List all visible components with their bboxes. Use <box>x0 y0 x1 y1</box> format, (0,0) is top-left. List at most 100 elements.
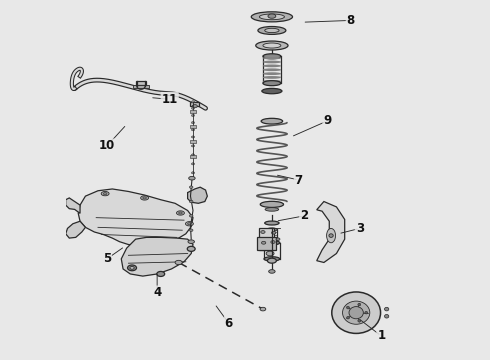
Ellipse shape <box>192 114 195 117</box>
Ellipse shape <box>264 240 280 245</box>
Ellipse shape <box>192 145 195 147</box>
Ellipse shape <box>346 316 349 319</box>
Ellipse shape <box>192 136 195 138</box>
Ellipse shape <box>263 76 281 79</box>
Ellipse shape <box>188 240 195 243</box>
Bar <box>191 140 196 143</box>
Ellipse shape <box>329 234 333 237</box>
Ellipse shape <box>190 186 193 188</box>
Ellipse shape <box>263 57 281 59</box>
Text: 6: 6 <box>225 317 233 330</box>
Ellipse shape <box>189 176 195 180</box>
Bar <box>191 111 196 113</box>
Ellipse shape <box>175 260 182 265</box>
Ellipse shape <box>176 211 184 215</box>
Ellipse shape <box>259 14 285 20</box>
Ellipse shape <box>192 129 195 131</box>
Ellipse shape <box>264 257 280 261</box>
Ellipse shape <box>192 104 197 108</box>
Ellipse shape <box>262 88 282 94</box>
Ellipse shape <box>179 212 182 214</box>
Ellipse shape <box>326 228 336 243</box>
Ellipse shape <box>365 311 368 314</box>
Ellipse shape <box>266 251 274 256</box>
Polygon shape <box>317 202 344 262</box>
Text: 7: 7 <box>294 174 303 186</box>
Polygon shape <box>66 221 85 238</box>
Ellipse shape <box>192 172 195 174</box>
Ellipse shape <box>276 238 280 240</box>
Ellipse shape <box>271 231 276 234</box>
Ellipse shape <box>260 201 284 207</box>
Bar <box>191 125 196 128</box>
Ellipse shape <box>192 163 195 165</box>
Ellipse shape <box>263 54 281 59</box>
Ellipse shape <box>358 320 361 322</box>
Ellipse shape <box>385 315 389 318</box>
Bar <box>136 81 147 85</box>
Text: 8: 8 <box>346 14 355 27</box>
Ellipse shape <box>268 258 276 263</box>
Polygon shape <box>78 189 193 245</box>
Text: 9: 9 <box>323 114 332 127</box>
Ellipse shape <box>349 307 364 319</box>
Bar <box>257 237 276 250</box>
Ellipse shape <box>346 306 349 309</box>
Ellipse shape <box>143 197 147 199</box>
Ellipse shape <box>188 223 191 225</box>
Ellipse shape <box>192 122 195 124</box>
Ellipse shape <box>262 241 266 244</box>
Ellipse shape <box>263 68 281 71</box>
Ellipse shape <box>101 192 109 196</box>
Polygon shape <box>188 187 207 203</box>
Ellipse shape <box>261 118 283 124</box>
Bar <box>133 85 148 88</box>
Ellipse shape <box>263 43 281 48</box>
Ellipse shape <box>269 270 275 273</box>
Ellipse shape <box>343 301 370 324</box>
Ellipse shape <box>190 229 193 231</box>
Ellipse shape <box>267 228 277 231</box>
Ellipse shape <box>261 230 265 233</box>
Ellipse shape <box>263 72 281 75</box>
Ellipse shape <box>130 266 134 269</box>
Text: 1: 1 <box>377 329 385 342</box>
Text: 4: 4 <box>153 287 161 300</box>
Ellipse shape <box>190 215 193 217</box>
Ellipse shape <box>385 307 389 311</box>
Text: 10: 10 <box>99 139 115 152</box>
Ellipse shape <box>268 14 276 18</box>
Ellipse shape <box>256 41 288 50</box>
Bar <box>191 155 196 158</box>
Ellipse shape <box>332 292 381 333</box>
Ellipse shape <box>263 64 281 67</box>
Ellipse shape <box>358 303 361 306</box>
Ellipse shape <box>265 28 279 33</box>
Text: 3: 3 <box>356 222 364 235</box>
Ellipse shape <box>192 101 195 103</box>
Ellipse shape <box>192 107 195 109</box>
Ellipse shape <box>141 196 148 200</box>
Ellipse shape <box>187 246 195 251</box>
Ellipse shape <box>190 200 193 203</box>
Ellipse shape <box>263 80 281 83</box>
Ellipse shape <box>251 12 293 22</box>
Ellipse shape <box>258 27 286 35</box>
Ellipse shape <box>265 208 279 211</box>
Polygon shape <box>122 237 193 276</box>
Ellipse shape <box>192 154 195 156</box>
Ellipse shape <box>103 193 107 195</box>
Text: 11: 11 <box>162 93 178 106</box>
Ellipse shape <box>265 221 279 225</box>
Bar <box>259 228 274 250</box>
Bar <box>190 102 199 106</box>
Ellipse shape <box>127 265 137 271</box>
Ellipse shape <box>260 307 266 311</box>
Ellipse shape <box>263 81 281 86</box>
Ellipse shape <box>271 240 275 243</box>
Ellipse shape <box>186 222 194 226</box>
Ellipse shape <box>157 271 165 276</box>
Text: 2: 2 <box>300 210 308 222</box>
Text: 5: 5 <box>103 252 111 265</box>
Ellipse shape <box>263 60 281 63</box>
